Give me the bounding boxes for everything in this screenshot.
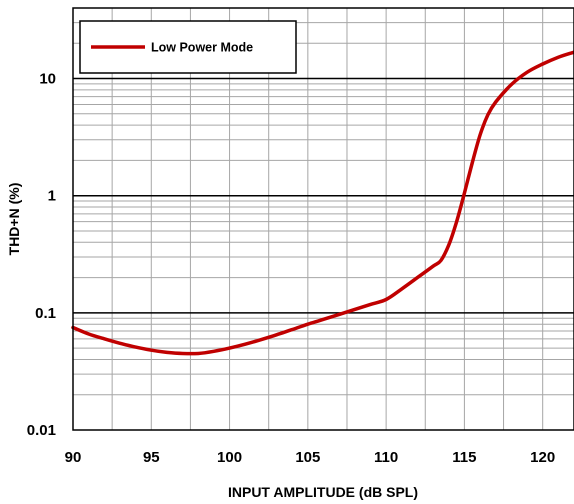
series-layer (71, 50, 574, 356)
x-tick-label: 120 (530, 449, 555, 466)
y-tick-label: 0.1 (35, 305, 56, 322)
y-tick-label: 1 (48, 188, 56, 205)
legend-label: Low Power Mode (151, 41, 253, 55)
y-tick-label: 0.01 (27, 422, 56, 439)
x-axis-title: INPUT AMPLITUDE (dB SPL) (228, 484, 418, 500)
x-tick-label: 115 (452, 449, 476, 466)
x-tick-label: 110 (374, 449, 398, 466)
y-axis-title: THD+N (%) (6, 183, 22, 256)
legend: Low Power Mode (79, 20, 297, 74)
x-tick-label: 90 (65, 449, 82, 466)
x-tick-label: 100 (217, 449, 242, 466)
plot-frame (72, 7, 574, 431)
series-line-low-power-mode (71, 50, 574, 356)
x-tick-label: 105 (295, 449, 320, 466)
x-tick-labels: 90 95 100 105 110 115 120 (65, 449, 556, 466)
y-tick-label: 10 (39, 71, 56, 88)
x-tick-label: 95 (143, 449, 160, 466)
y-tick-labels: 0.01 0.1 1 10 (27, 71, 56, 439)
